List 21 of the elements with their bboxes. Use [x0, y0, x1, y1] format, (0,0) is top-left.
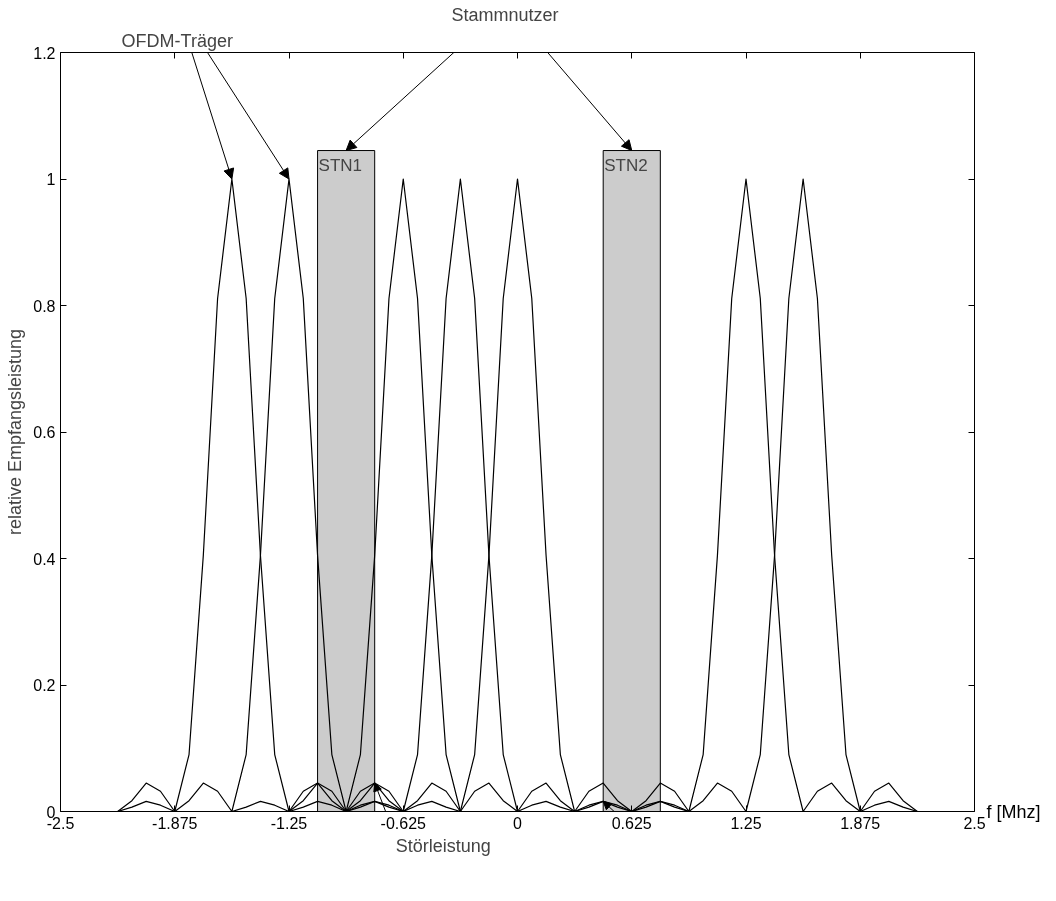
x-tick-label: -0.625 — [380, 814, 427, 832]
y-tick-label: 1 — [46, 171, 56, 188]
y-axis-title: relative Empfangsleistung — [5, 328, 26, 536]
y-tick-label: 0.4 — [33, 550, 56, 568]
annotation: Stammnutzer — [451, 4, 559, 25]
y-tick-label: 0.8 — [33, 297, 56, 315]
x-tick-label: -1.25 — [270, 814, 308, 832]
y-tick-label: 0.6 — [33, 424, 56, 441]
y-tick-label: 1.2 — [33, 44, 56, 62]
data-label: STN1 — [318, 155, 363, 175]
x-tick-label: -1.875 — [152, 814, 198, 832]
x-tick-label: 0.625 — [611, 814, 652, 832]
data-label: STN2 — [604, 155, 648, 175]
text: OFDM-Träger — [121, 30, 233, 51]
x-tick-label: 1.875 — [840, 814, 881, 832]
x-axis-title: f [Mhz] — [986, 801, 1041, 822]
text: Störleistung — [395, 835, 491, 856]
x-tick-label: 0 — [513, 814, 523, 832]
x-tick-label: 1.25 — [730, 814, 762, 832]
x-tick-label: 2.5 — [963, 814, 986, 832]
y-tick-label: 0.2 — [33, 677, 56, 694]
